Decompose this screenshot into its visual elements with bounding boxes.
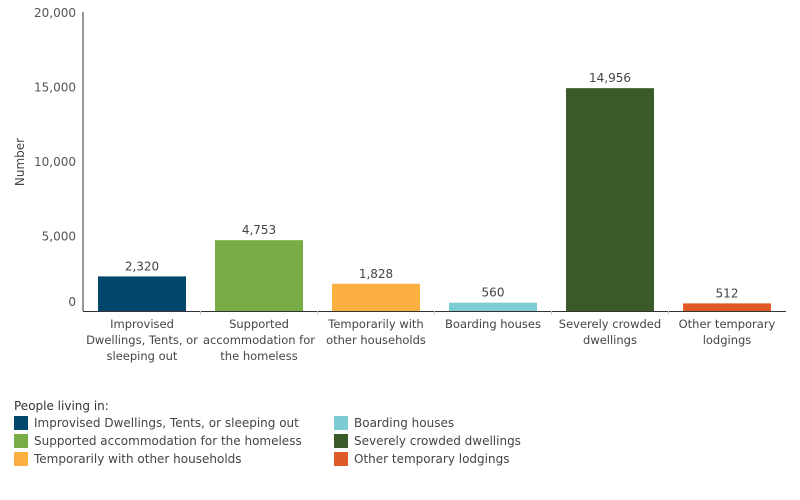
legend: People living in: Improvised Dwellings, … (14, 399, 774, 466)
legend-swatch (14, 416, 28, 430)
x-category-label: Other temporary (679, 317, 776, 331)
legend-label: Other temporary lodgings (354, 452, 510, 466)
x-category-label: sleeping out (107, 349, 178, 363)
x-category-label: Temporarily with (327, 317, 423, 331)
legend-swatch (334, 416, 348, 430)
legend-title: People living in: (14, 399, 109, 413)
x-category-label: accommodation for (203, 333, 315, 347)
y-tick-label: 15,000 (34, 81, 76, 95)
x-category-label: other households (326, 333, 426, 347)
legend-item: Boarding houses (334, 416, 634, 430)
x-category-label: the homeless (220, 349, 297, 363)
x-category-label: Improvised (110, 317, 174, 331)
bar (566, 88, 654, 311)
legend-item: Supported accommodation for the homeless (14, 434, 334, 448)
bar-chart: 0 5,000 10,000 15,000 20,000 Number 2,320 Impro… (13, 6, 786, 363)
bar-value-label: 560 (482, 286, 505, 300)
bar (215, 240, 303, 311)
bar-value-label: 1,828 (359, 267, 393, 281)
legend-swatch (14, 434, 28, 448)
legend-item: Severely crowded dwellings (334, 434, 634, 448)
x-category-label: Boarding houses (445, 317, 541, 331)
bar-value-label: 512 (716, 286, 739, 300)
bar-value-label: 14,956 (589, 71, 631, 85)
y-tick-label: 10,000 (34, 155, 76, 169)
x-category-label: Supported (229, 317, 289, 331)
legend-item: Other temporary lodgings (334, 452, 634, 466)
legend-swatch (334, 452, 348, 466)
x-category-label: lodgings (703, 333, 752, 347)
legend-label: Improvised Dwellings, Tents, or sleeping… (34, 416, 299, 430)
x-category-label: Severely crowded (559, 317, 661, 331)
bar-value-label: 2,320 (125, 259, 159, 273)
bar-value-label: 4,753 (242, 223, 276, 237)
x-category-label: Dwellings, Tents, or (86, 333, 198, 347)
y-tick-label: 5,000 (42, 230, 76, 244)
y-tick-label: 20,000 (34, 6, 76, 20)
legend-label: Supported accommodation for the homeless (34, 434, 302, 448)
legend-label: Boarding houses (354, 416, 455, 430)
legend-label: Severely crowded dwellings (354, 434, 521, 448)
bar (683, 303, 771, 311)
bar (98, 276, 186, 311)
legend-item: Temporarily with other households (14, 452, 334, 466)
legend-swatch (334, 434, 348, 448)
bar (332, 283, 420, 311)
legend-item: Improvised Dwellings, Tents, or sleeping… (14, 416, 334, 430)
y-axis-title: Number (13, 138, 27, 186)
bar (449, 302, 537, 311)
legend-swatch (14, 452, 28, 466)
x-category-label: dwellings (583, 333, 637, 347)
legend-label: Temporarily with other households (34, 452, 242, 466)
legend-items: Improvised Dwellings, Tents, or sleeping… (14, 416, 774, 466)
y-tick-label: 0 (68, 295, 76, 309)
